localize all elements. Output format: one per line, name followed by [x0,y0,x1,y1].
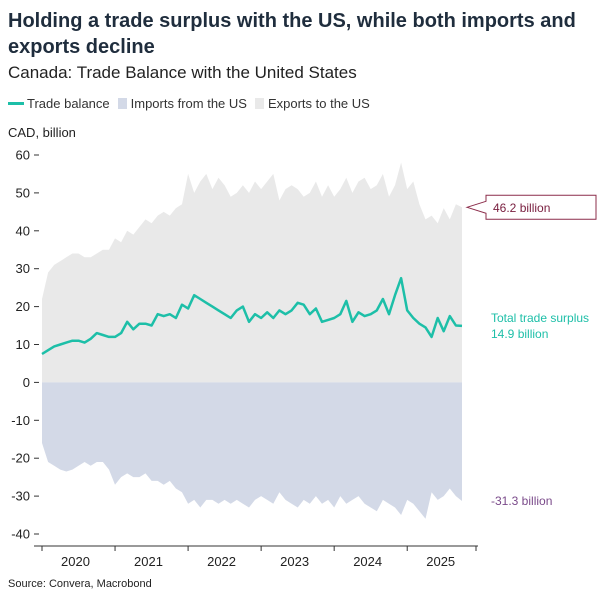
plot-area: 60 50 40 30 20 10 0 -10 -20 -30 -40 2020 2021 2022 202… [11,148,597,569]
x-tick-label: 2023 [280,554,309,569]
y-tick-label: -40 [11,527,30,542]
y-tick-label: 50 [16,185,30,200]
exports-swatch [254,98,264,109]
exports-area [42,162,462,383]
legend-label-exports: Exports to the US [267,96,370,111]
exports-callout-box [465,194,597,220]
surplus-callout-value: 14.9 billion [491,327,548,341]
imports-callout-label: -31.3 billion [491,494,552,508]
imports-swatch [117,98,127,109]
legend-item-imports: Imports from the US [117,96,247,111]
legend-label-trade-balance: Trade balance [27,96,110,111]
source-note: Source: Convera, Macrobond [8,578,152,590]
legend-label-imports: Imports from the US [130,96,247,111]
chart-title: Holding a trade surplus with the US, whi… [8,10,576,58]
surplus-callout-title: Total trade surplus [491,311,589,325]
x-tick-label: 2020 [61,554,90,569]
y-tick-label: 40 [16,223,30,238]
chart-subtitle: Canada: Trade Balance with the United St… [8,63,357,82]
exports-callout-label: 46.2 billion [493,201,550,215]
legend: Trade balance Imports from the US Export… [8,96,378,111]
y-tick-label: 20 [16,299,30,314]
y-tick-label: 10 [16,337,30,352]
y-tick-label: -20 [11,451,30,466]
y-axis-label: CAD, billion [8,125,76,140]
y-tick-label: 30 [16,261,30,276]
y-tick-label: -10 [11,413,30,428]
chart-svg: CAD, billion 60 50 40 30 20 10 0 -10 -20 -30 -40 20… [8,125,597,569]
legend-item-exports: Exports to the US [254,96,370,111]
y-tick-label: -30 [11,489,30,504]
x-tick-label: 2025 [426,554,455,569]
x-tick-label: 2021 [134,554,163,569]
y-tick-label: 0 [23,375,30,390]
x-tick-label: 2022 [207,554,236,569]
legend-item-trade-balance: Trade balance [8,96,110,111]
imports-area [42,382,462,519]
x-tick-label: 2024 [353,554,382,569]
y-tick-label: 60 [16,148,30,163]
trade-balance-swatch [8,102,24,105]
trade-balance-line [41,276,463,356]
